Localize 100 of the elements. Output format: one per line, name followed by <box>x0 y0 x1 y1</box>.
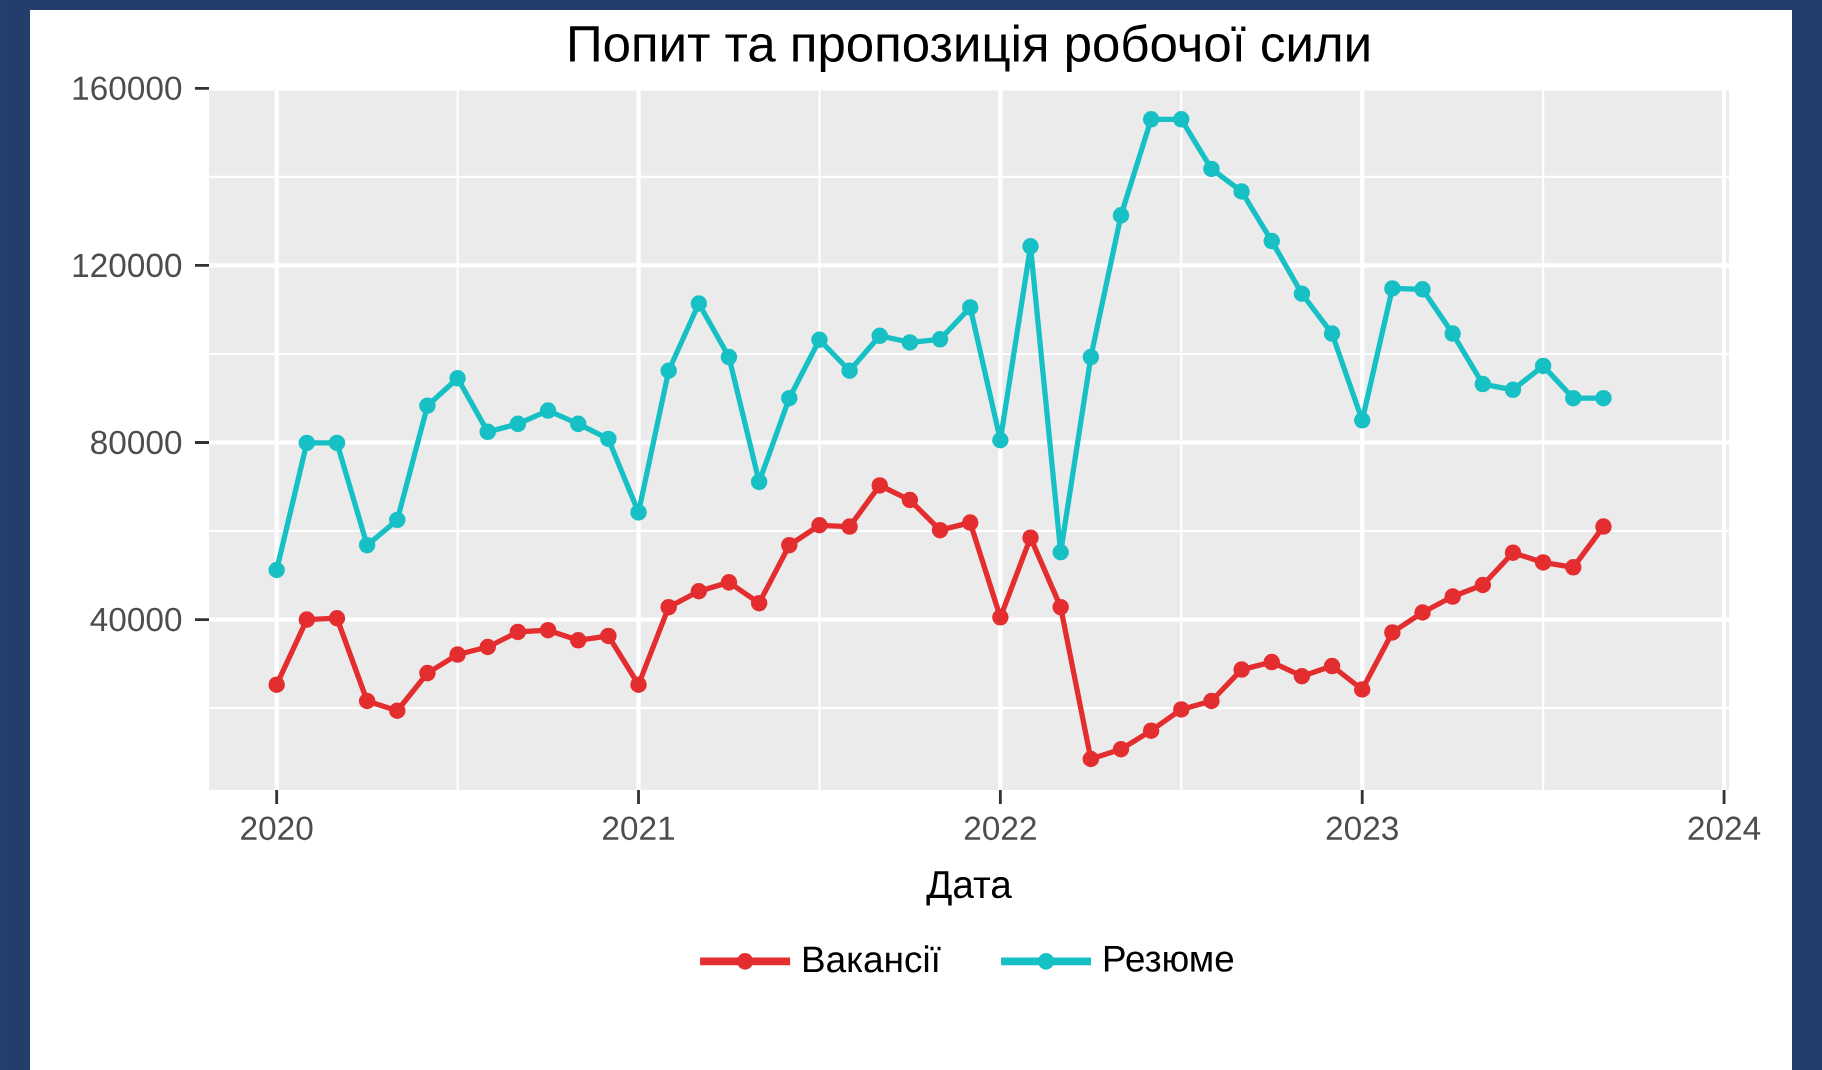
point <box>630 676 647 693</box>
point <box>1565 389 1582 407</box>
point <box>1414 281 1431 298</box>
y-tick-label: 160000 <box>73 76 182 101</box>
chart-title: Попит та пропозиція робочої сили <box>570 24 1369 72</box>
point <box>449 370 466 387</box>
point <box>1142 111 1160 128</box>
point <box>1173 111 1190 128</box>
point <box>1082 750 1100 768</box>
point <box>1384 280 1401 297</box>
point <box>1474 576 1492 594</box>
y-tick-label: 80000 <box>91 430 182 455</box>
point <box>449 646 466 663</box>
point <box>841 518 858 535</box>
point <box>509 415 527 433</box>
point <box>992 432 1009 449</box>
point <box>539 621 557 639</box>
point <box>1534 554 1552 571</box>
point <box>479 423 497 441</box>
point <box>1474 375 1492 393</box>
point <box>539 402 557 419</box>
point <box>1384 624 1401 641</box>
point <box>298 611 316 628</box>
point <box>1203 692 1220 710</box>
point <box>328 609 346 627</box>
point <box>750 473 768 491</box>
point <box>1323 325 1341 342</box>
point <box>389 511 406 529</box>
point <box>750 594 768 612</box>
point <box>992 609 1009 626</box>
point <box>1444 588 1461 605</box>
point <box>781 389 798 407</box>
point <box>1595 389 1612 407</box>
legend-label: Резюме <box>1104 946 1234 972</box>
x-tick-label: 2023 <box>1326 816 1398 841</box>
point <box>1263 232 1281 250</box>
point <box>419 397 436 414</box>
point <box>1052 598 1069 616</box>
point <box>328 434 346 452</box>
point <box>600 627 617 645</box>
point <box>268 561 285 579</box>
point <box>811 331 828 349</box>
point <box>1082 348 1100 366</box>
point <box>931 331 949 348</box>
point <box>268 676 285 693</box>
point <box>1444 325 1461 342</box>
point <box>1595 518 1612 535</box>
point <box>660 362 677 380</box>
point <box>690 295 708 312</box>
point <box>1022 238 1039 255</box>
point <box>1504 381 1522 399</box>
point <box>630 504 647 521</box>
point <box>509 623 527 641</box>
point <box>600 430 617 448</box>
point <box>1233 661 1250 678</box>
point <box>1142 722 1160 739</box>
point <box>1414 604 1431 621</box>
legend-label: Вакансії <box>804 945 941 973</box>
point <box>931 521 949 539</box>
point <box>1173 701 1190 718</box>
point <box>569 415 587 433</box>
point <box>1323 657 1341 675</box>
point <box>1052 544 1069 561</box>
point <box>1263 653 1281 671</box>
point <box>298 434 316 452</box>
point <box>1353 681 1371 698</box>
point <box>479 638 497 656</box>
point <box>720 574 738 591</box>
point <box>1565 559 1582 576</box>
point <box>901 491 919 509</box>
point <box>419 664 436 682</box>
point <box>389 702 406 720</box>
point <box>961 299 979 316</box>
point <box>660 598 677 616</box>
x-tick-label: 2022 <box>964 816 1036 841</box>
point <box>1293 285 1311 302</box>
point <box>1112 207 1130 224</box>
point <box>841 362 858 380</box>
point <box>1353 412 1371 429</box>
x-tick-label: 2020 <box>241 816 313 841</box>
point <box>1203 160 1220 178</box>
point <box>1233 183 1250 200</box>
y-tick-label: 120000 <box>73 253 182 278</box>
point <box>811 517 828 534</box>
x-tick-label: 2024 <box>1688 816 1761 841</box>
point <box>569 632 587 649</box>
point <box>720 348 738 366</box>
x-axis-title: Дата <box>926 871 1012 906</box>
point <box>1293 667 1311 685</box>
point <box>871 477 889 494</box>
point <box>1534 357 1552 375</box>
point <box>1504 544 1522 561</box>
point <box>690 582 708 600</box>
point <box>961 514 979 531</box>
x-tick-label: 2021 <box>603 816 674 841</box>
point <box>358 692 376 710</box>
y-tick-label: 40000 <box>90 607 182 632</box>
point <box>1112 741 1130 758</box>
point <box>1022 529 1039 546</box>
point <box>781 536 798 554</box>
